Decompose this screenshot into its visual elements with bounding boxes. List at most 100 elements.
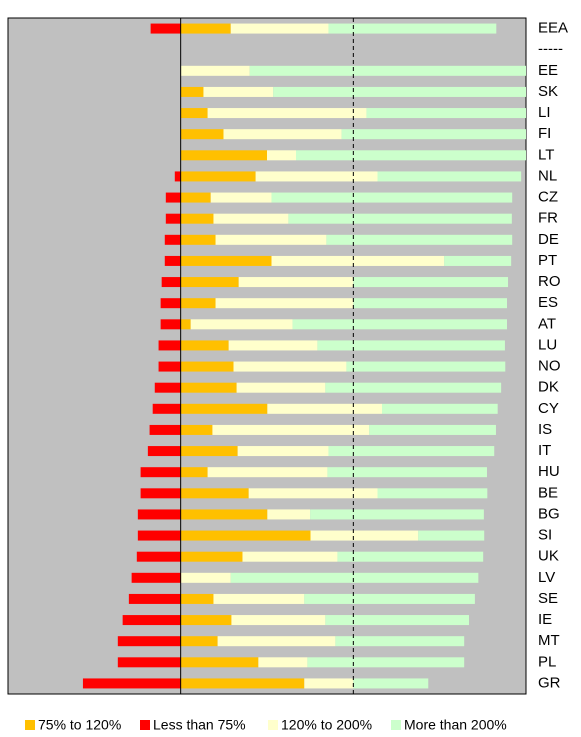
- bar-segment: [180, 129, 224, 140]
- bar-segment: [180, 403, 268, 414]
- bar-segment: [273, 86, 526, 97]
- bar-segment: [180, 636, 218, 647]
- bar-segment: [353, 277, 509, 288]
- y-tick-label: IE: [538, 611, 552, 628]
- bar-segment: [381, 403, 498, 414]
- bar-segment: [180, 424, 213, 435]
- bar-segment: [82, 678, 181, 689]
- legend-label: Less than 75%: [153, 717, 246, 733]
- bar-segment: [180, 213, 214, 224]
- bar-segment: [304, 593, 475, 604]
- y-tick-label: LU: [538, 336, 557, 353]
- bar-segment: [180, 488, 249, 499]
- bar-segment: [165, 192, 181, 203]
- bar-segment: [164, 234, 181, 245]
- bar-segment: [327, 467, 487, 478]
- bar-segment: [180, 551, 243, 562]
- y-tick-label: IT: [538, 442, 551, 459]
- bar-segment: [180, 108, 208, 119]
- bar-segment: [236, 382, 326, 393]
- bar-segment: [288, 213, 512, 224]
- bar-segment: [255, 171, 378, 182]
- bar-segment: [307, 657, 465, 668]
- y-tick-label: SK: [538, 83, 558, 100]
- legend-label: 120% to 200%: [281, 717, 372, 733]
- y-tick-label: FR: [538, 210, 558, 227]
- bar-segment: [215, 298, 354, 309]
- bar-segment: [180, 192, 211, 203]
- y-tick-label: AT: [538, 315, 556, 332]
- plot-area: [7, 17, 527, 695]
- bar-segment: [310, 509, 484, 520]
- bar-segment: [346, 361, 506, 372]
- bar-segment: [325, 382, 502, 393]
- bar-segment: [122, 615, 181, 626]
- y-tick-label: SI: [538, 527, 552, 544]
- bar-segment: [180, 657, 259, 668]
- y-tick-label: SE: [538, 590, 558, 607]
- y-tick-label: FI: [538, 125, 551, 142]
- legend-label: 75% to 120%: [38, 717, 121, 733]
- bar-segment: [131, 572, 181, 583]
- y-tick-label: NL: [538, 167, 557, 184]
- y-tick-label: GR: [538, 674, 561, 691]
- bar-segment: [136, 551, 181, 562]
- legend-swatch: [391, 720, 401, 730]
- y-tick-label: HU: [538, 463, 560, 480]
- bar-segment: [117, 636, 181, 647]
- bar-segment: [180, 65, 250, 76]
- y-tick-label: MT: [538, 632, 560, 649]
- bar-segment: [207, 467, 328, 478]
- bar-segment: [140, 488, 181, 499]
- bar-segment: [180, 678, 305, 689]
- bar-segment: [271, 255, 445, 266]
- legend-swatch: [140, 720, 150, 730]
- bar-segment: [335, 636, 465, 647]
- y-tick-label: EE: [538, 62, 558, 79]
- legend-swatch: [25, 720, 35, 730]
- bar-segment: [271, 192, 513, 203]
- bar-segment: [180, 530, 311, 541]
- bar-segment: [190, 319, 293, 330]
- bar-segment: [180, 446, 238, 457]
- bar-segment: [310, 530, 419, 541]
- bar-segment: [164, 255, 181, 266]
- bar-segment: [242, 551, 338, 562]
- bar-segment: [217, 636, 336, 647]
- bar-segment: [180, 150, 267, 161]
- bar-segment: [258, 657, 308, 668]
- bar-segment: [174, 171, 181, 182]
- bar-segment: [180, 277, 239, 288]
- y-tick-label: PL: [538, 653, 556, 670]
- bar-segment: [230, 572, 479, 583]
- bar-segment: [154, 382, 181, 393]
- bar-segment: [317, 340, 505, 351]
- bar-segment: [325, 615, 470, 626]
- bar-segment: [353, 298, 508, 309]
- y-tick-label: CZ: [538, 189, 558, 206]
- bar-segment: [117, 657, 181, 668]
- bar-segment: [180, 382, 237, 393]
- bar-segment: [180, 171, 256, 182]
- bar-segment: [213, 593, 305, 604]
- bar-segment: [341, 129, 526, 140]
- bar-segment: [152, 403, 181, 414]
- bar-segment: [369, 424, 496, 435]
- bar-segment: [128, 593, 181, 604]
- bar-segment: [267, 403, 382, 414]
- bar-segment: [377, 488, 488, 499]
- y-tick-label: BG: [538, 505, 560, 522]
- bar-segment: [237, 446, 329, 457]
- y-tick-label: DK: [538, 379, 559, 396]
- bar-segment: [180, 234, 216, 245]
- bar-segment: [180, 572, 231, 583]
- y-tick-label: ES: [538, 294, 558, 311]
- y-tick-label: PT: [538, 252, 557, 269]
- bar-segment: [147, 446, 181, 457]
- bar-segment: [180, 615, 232, 626]
- bar-segment: [149, 424, 181, 435]
- bar-segment: [248, 488, 378, 499]
- bar-segment: [223, 129, 342, 140]
- y-tick-label: -----: [538, 41, 563, 58]
